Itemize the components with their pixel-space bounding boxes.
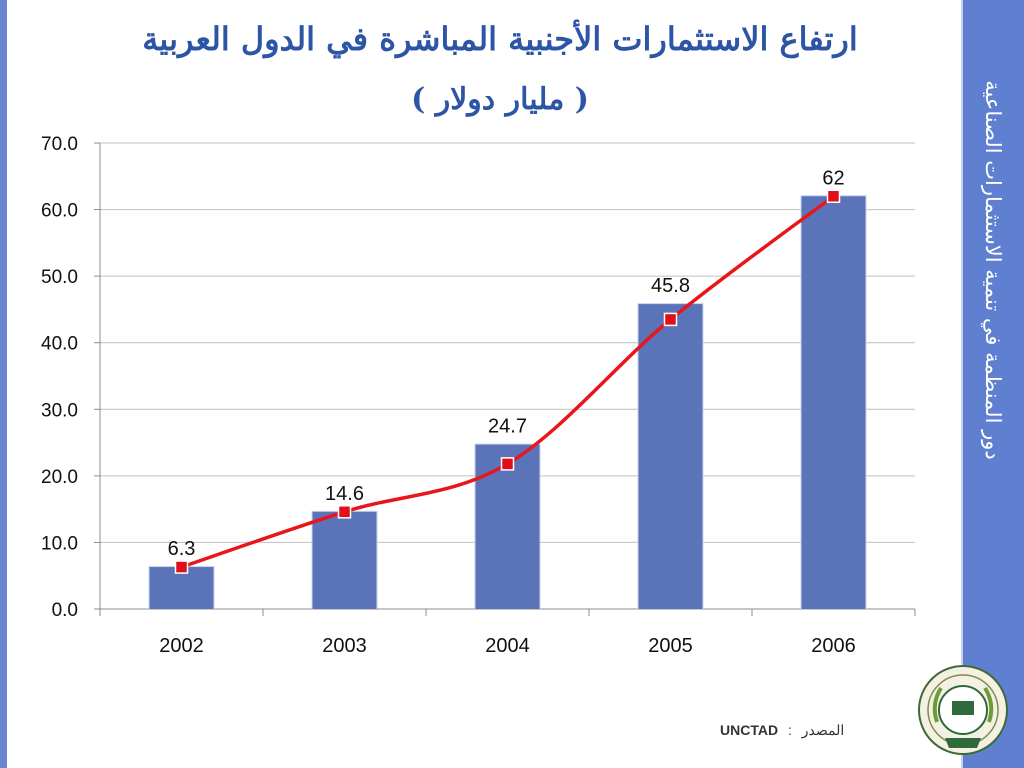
source-separator: : <box>787 722 792 738</box>
right-side-band <box>963 0 1024 768</box>
bar <box>801 196 866 609</box>
slide-title: ارتفاع الاستثمارات الأجنبية المباشرة في … <box>142 20 858 58</box>
bar <box>475 444 540 609</box>
y-tick-label: 30.0 <box>41 400 78 421</box>
line-marker <box>337 505 352 519</box>
right-band-divider <box>961 0 963 768</box>
bar <box>149 567 214 609</box>
fdi-chart: 0.0 10.0 20.0 30.0 40.0 50.0 60.0 70.0 6.3 14.6 24… <box>41 134 916 657</box>
y-tick-label: 70.0 <box>41 134 78 155</box>
left-accent-strip <box>0 0 7 768</box>
bar <box>638 304 703 609</box>
x-tick-label: 2002 <box>159 635 204 657</box>
bar <box>312 511 377 609</box>
y-tick-label: 20.0 <box>41 467 78 488</box>
x-tick-label: 2004 <box>485 635 530 657</box>
line-marker <box>500 457 515 471</box>
aidmo-logo-seal <box>918 665 1008 755</box>
x-tick-label: 2003 <box>322 635 367 657</box>
y-tick-label: 10.0 <box>41 533 78 554</box>
side-band-text: دور المنظمة في تنمية الاستثمارات الصناعي… <box>981 80 1005 460</box>
y-tick-label: 60.0 <box>41 201 78 222</box>
y-tick-label: 50.0 <box>41 267 78 288</box>
x-tick-label: 2005 <box>648 635 693 657</box>
source-note: المصدر : UNCTAD <box>720 722 880 739</box>
data-label: 62 <box>822 167 844 189</box>
y-tick-label: 40.0 <box>41 334 78 355</box>
data-label: 45.8 <box>651 275 690 297</box>
source-label: المصدر <box>801 722 845 738</box>
line-marker <box>826 189 841 204</box>
data-label: 24.7 <box>488 416 527 438</box>
source-value: UNCTAD <box>720 722 779 738</box>
line-marker <box>663 312 678 327</box>
data-label: 6.3 <box>168 538 196 560</box>
x-tick-label: 2006 <box>811 635 856 657</box>
slide-subtitle: ( مليار دولار ) <box>411 82 589 117</box>
y-tick-label: 0.0 <box>52 600 78 621</box>
line-marker <box>174 560 189 574</box>
data-label: 14.6 <box>325 483 364 505</box>
